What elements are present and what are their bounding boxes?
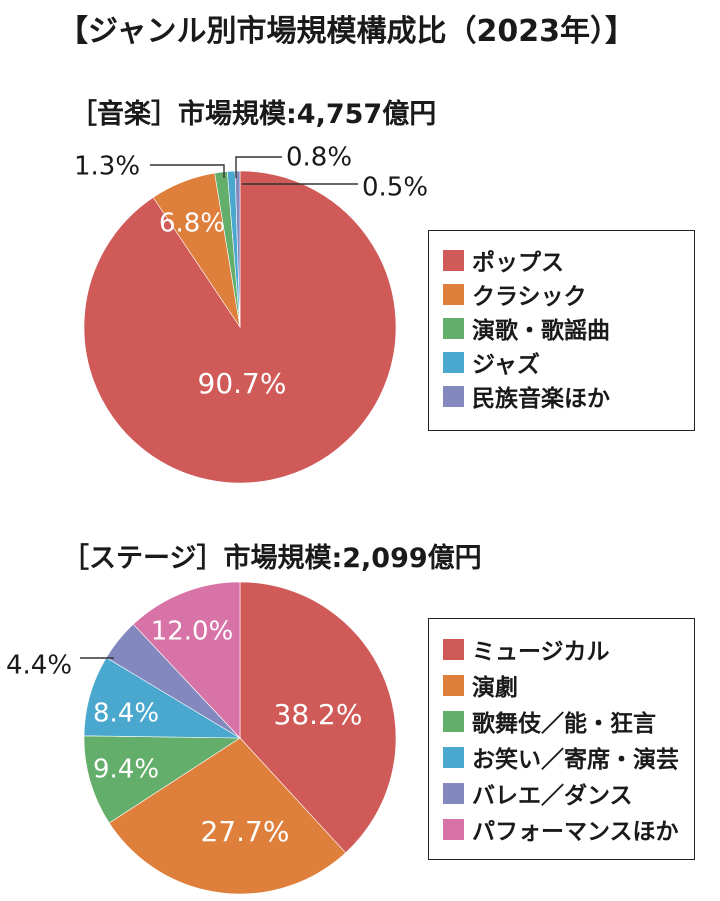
pie1-slice-1	[83, 170, 397, 484]
legend1-item-5: 民族音楽ほか	[443, 379, 694, 413]
legend1-item-2: クラシック	[443, 277, 694, 311]
legend-label: 演歌・歌謡曲	[472, 318, 610, 344]
pie2-data-label-4: 8.4%	[93, 699, 159, 729]
legend-label: ポップス	[472, 250, 564, 276]
pie1-data-label-4: 0.8%	[286, 143, 352, 173]
legend2-item-4: お笑い／寄席・演芸	[443, 739, 694, 775]
legend-swatch	[443, 351, 464, 373]
stage-legend: ミュージカル 演劇歌舞伎／能・狂言 お笑い／寄席・演芸 バレエ／ダンスパフォーマンスほ…	[428, 618, 695, 860]
pie2-slice-6	[132, 581, 241, 739]
stage-chart-title: ［ステージ］市場規模:2,099億円	[62, 543, 482, 574]
legend1-item-3: 演歌・歌謡曲	[443, 311, 694, 345]
legend-swatch	[443, 674, 464, 696]
legend-label: ミュージカル	[472, 639, 610, 665]
legend1-item-4: ジャズ	[443, 345, 694, 379]
legend1-item-1: ポップス	[443, 243, 694, 277]
pie2-data-label-1: 38.2%	[274, 698, 363, 731]
legend-swatch	[443, 638, 464, 660]
legend-label: 民族音楽ほか	[472, 386, 610, 412]
legend2-item-2: 演劇	[443, 667, 694, 703]
legend2-item-6: パフォーマンスほか	[443, 811, 694, 847]
pie2-data-label-3: 9.4%	[93, 755, 159, 785]
pie1-slice-5	[234, 170, 241, 328]
pie2-slice-1	[239, 581, 397, 854]
pie2-slice-3	[83, 735, 241, 824]
pie1-data-label-1: 90.7%	[198, 367, 287, 400]
legend-swatch	[443, 782, 464, 804]
pie2-data-label-5: 4.4%	[6, 651, 72, 681]
legend2-item-5: バレエ／ダンス	[443, 775, 694, 811]
legend-label: ジャズ	[472, 352, 540, 378]
pie1-leader-4	[235, 156, 282, 178]
legend-swatch	[443, 249, 464, 271]
legend-label: 演劇	[472, 675, 518, 701]
legend2-item-3: 歌舞伎／能・狂言	[443, 703, 694, 739]
pie1-data-label-2: 6.8%	[159, 209, 225, 239]
music-legend: ポップスクラシック演歌・歌謡曲 ジャズ民族音楽ほか	[428, 230, 695, 431]
legend-label: クラシック	[472, 284, 587, 310]
pie2-data-label-6: 12.0%	[151, 617, 234, 647]
pie1-data-label-3: 1.3%	[74, 152, 140, 182]
legend-swatch	[443, 385, 464, 407]
legend-swatch	[443, 818, 464, 840]
legend-label: 歌舞伎／能・狂言	[472, 711, 656, 737]
legend-label: バレエ／ダンス	[472, 783, 633, 809]
pie1-leader-3	[150, 164, 225, 178]
legend-swatch	[443, 746, 464, 768]
pie1-data-label-5: 0.5%	[362, 173, 428, 203]
legend-label: パフォーマンスほか	[472, 819, 679, 845]
main-title: 【ジャンル別市場規模構成比（2023年）】	[58, 14, 635, 49]
legend-swatch	[443, 710, 464, 732]
legend-swatch	[443, 283, 464, 305]
music-chart-title: ［音楽］市場規模:4,757億円	[70, 99, 437, 130]
legend-label: お笑い／寄席・演芸	[472, 747, 679, 773]
legend-swatch	[443, 317, 464, 339]
legend2-item-1: ミュージカル	[443, 631, 694, 667]
pie2-slice-2	[108, 737, 347, 895]
pie2-data-label-2: 27.7%	[201, 815, 290, 848]
